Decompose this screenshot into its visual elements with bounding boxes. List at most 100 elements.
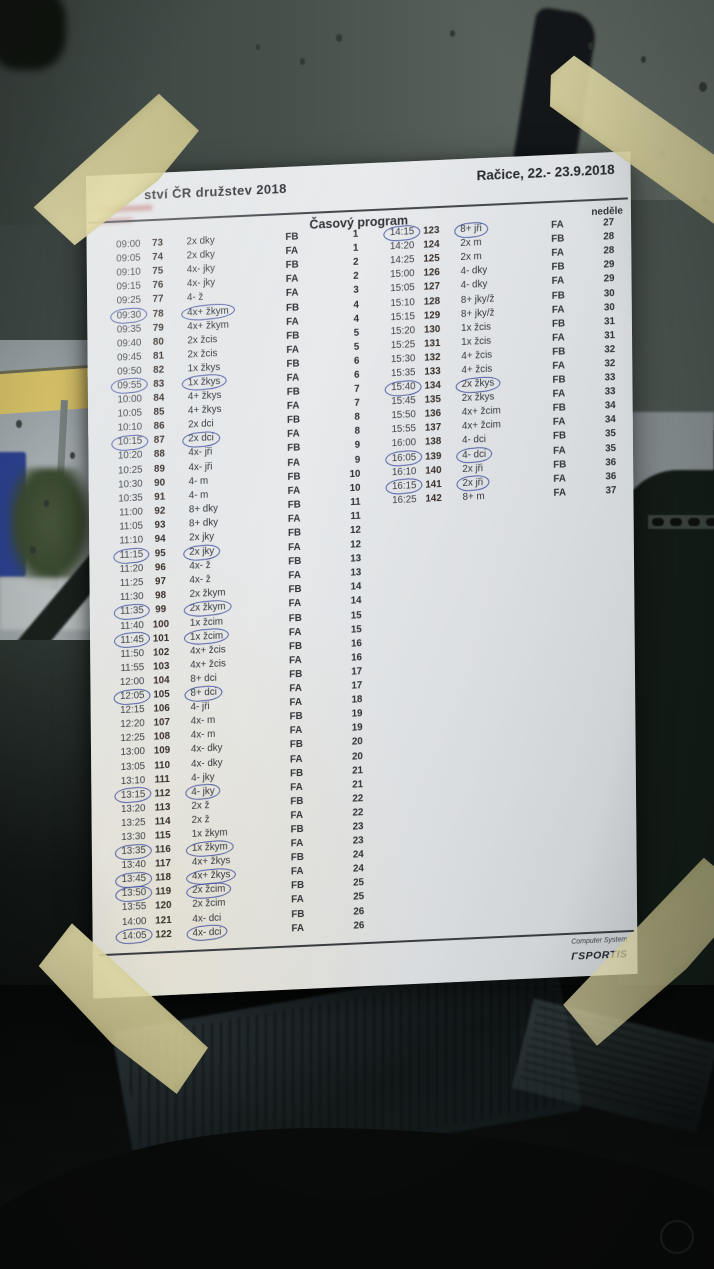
heat-number: 24	[332, 863, 364, 875]
heat-number: 28	[603, 245, 615, 257]
race-time: 11:05	[103, 521, 143, 534]
race-number: 108	[145, 731, 179, 744]
race-time-circled: 15:40	[391, 381, 416, 394]
race-phase: FA	[287, 457, 300, 469]
race-time: 09:00	[116, 238, 141, 251]
schedule-table-left: 09:00 73 2x dky FB 1 09:05 74 2x dky FA 1 09:10 75 4…	[101, 228, 365, 945]
heat-number: 11	[329, 511, 360, 523]
race-phase: FA	[540, 248, 588, 260]
heat-number: 10	[328, 468, 360, 480]
rain-droplet	[450, 30, 455, 37]
race-phase: FA	[279, 781, 331, 793]
heat-number: 17	[351, 665, 363, 678]
heat-number: 28	[588, 231, 614, 243]
race-time: 15:35	[376, 367, 416, 380]
race-number: 103	[153, 660, 170, 673]
race-number: 109	[145, 745, 179, 758]
boat-class: 1x žcim	[189, 615, 224, 629]
boat-class-circled: 1x žkym	[191, 841, 228, 854]
heat-number: 7	[328, 384, 360, 396]
race-time: 15:20	[390, 324, 416, 338]
race-number: 102	[152, 646, 170, 659]
race-time: 11:25	[119, 577, 144, 590]
heat-number: 5	[327, 342, 360, 354]
race-number: 115	[146, 830, 180, 842]
boat-class: 4+ žkys	[187, 404, 222, 417]
race-phase: FB	[275, 302, 327, 314]
rain-droplet	[16, 420, 22, 428]
heat-number: 32	[604, 358, 616, 370]
heat-number: 23	[352, 821, 364, 833]
race-time: 13:10	[120, 774, 146, 787]
race-time-circled: 16:15	[391, 480, 417, 493]
race-number: 120	[155, 900, 172, 913]
race-number: 142	[425, 493, 442, 505]
race-number: 101	[152, 632, 170, 645]
race-phase: FA	[277, 570, 329, 582]
race-phase: FB	[551, 233, 565, 246]
race-phase: FB	[552, 374, 566, 387]
boat-class: 4+ žkys	[187, 390, 222, 403]
boat-class: 4x- jky	[186, 263, 216, 276]
heat-number: 32	[589, 344, 615, 356]
race-time: 11:25	[104, 577, 144, 590]
boat-class-circled: 4- jky	[191, 785, 215, 798]
schedule-sheet: ství ČR družstev 2018 Račice, 22.- 23.9.…	[86, 151, 638, 999]
race-time: 13:30	[106, 831, 146, 844]
race-phase: FB	[552, 402, 566, 415]
race-time: 09:05	[116, 252, 141, 265]
race-phase: FB	[552, 430, 567, 443]
rain-droplet	[30, 546, 36, 554]
race-phase: FB	[274, 231, 326, 243]
race-phase: FB	[279, 795, 331, 808]
boat-class-circled: 4- dci	[462, 448, 487, 461]
race-time: 09:55	[102, 380, 142, 393]
race-number: 76	[152, 279, 164, 292]
boat-class-circled: 8+ jři	[460, 223, 482, 236]
race-time: 15:40	[376, 381, 416, 394]
heat-number: 21	[352, 778, 364, 791]
race-number: 106	[145, 703, 179, 715]
race-phase: FA	[276, 429, 328, 441]
race-phase: FA	[278, 697, 330, 709]
race-phase: FB	[279, 711, 331, 723]
race-phase: FB	[288, 640, 303, 653]
heat-number: 13	[350, 553, 362, 565]
heat-number: 21	[331, 765, 363, 777]
heat-number: 1	[326, 243, 359, 255]
race-phase: FA	[275, 274, 327, 286]
heat-number: 3	[327, 285, 359, 297]
race-time-circled: 14:15	[389, 226, 415, 239]
race-phase: FA	[542, 445, 590, 457]
race-phase: FA	[552, 388, 566, 401]
race-phase: FA	[553, 473, 566, 485]
rain-droplet	[336, 34, 342, 42]
race-phase: FA	[277, 485, 329, 497]
race-time: 15:15	[390, 310, 416, 323]
race-number: 86	[153, 420, 165, 433]
race-time: 11:40	[104, 619, 144, 632]
boat-class: 4x- dci	[192, 912, 222, 925]
heat-number: 10	[349, 482, 361, 495]
race-number: 99	[155, 604, 167, 616]
glass-right-strip	[628, 200, 714, 430]
race-phase: FA	[290, 809, 304, 822]
boat-class: 2x žcis	[187, 333, 218, 347]
race-number: 139	[425, 450, 442, 463]
race-time: 15:25	[375, 339, 416, 352]
race-phase: FA	[540, 219, 588, 231]
race-number: 137	[424, 422, 442, 435]
race-time-circled: 16:05	[391, 451, 417, 464]
heat-number: 20	[351, 736, 363, 748]
heat-number: 23	[352, 835, 364, 847]
race-number: 113	[145, 802, 179, 814]
boat-class-circled: 2x jři	[462, 477, 484, 489]
boat-class-circled: 2x žkym	[189, 601, 226, 615]
boat-class: 1x žcis	[461, 321, 492, 334]
heat-number: 6	[354, 369, 360, 382]
heat-number: 25	[332, 877, 364, 889]
race-time-circled: 12:05	[119, 689, 145, 703]
race-phase: FA	[552, 332, 565, 344]
race-number: 133	[415, 366, 449, 379]
race-time: 13:45	[106, 873, 147, 886]
